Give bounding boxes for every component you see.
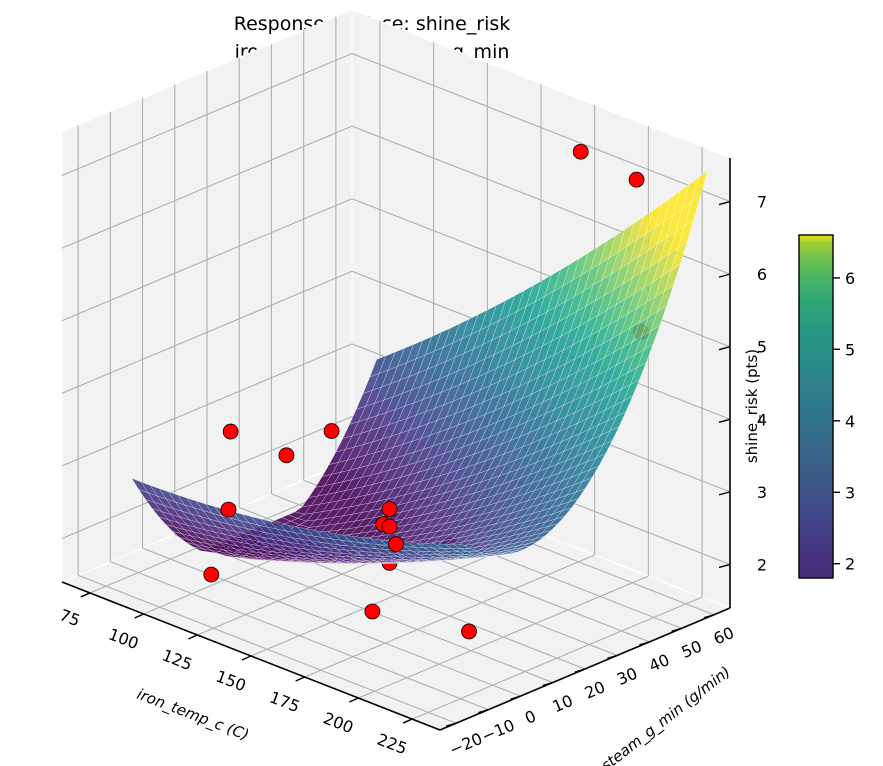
scatter-point (461, 623, 477, 640)
scatter-point (381, 518, 398, 535)
z-tick-label: 5 (757, 338, 767, 357)
colorbar-tick-label: 4 (845, 412, 855, 431)
grid-line (304, 554, 595, 678)
colorbar-tick-label: 5 (845, 340, 855, 359)
scatter-point (381, 501, 398, 518)
colorbar: 6 5 4 3 2 shine_risk (pts) (743, 234, 855, 579)
y-tick (639, 641, 650, 646)
y-tick (478, 708, 489, 714)
z-tick (718, 491, 731, 496)
colorbar-gradient (798, 234, 834, 579)
z-tick-label: 6 (757, 265, 767, 284)
scatter-point (220, 501, 237, 518)
z-tick (718, 200, 731, 206)
x-tick (80, 592, 91, 598)
y-tick-label: 50 (678, 637, 704, 662)
x-tick (349, 697, 359, 703)
y-tick (542, 681, 553, 687)
z-tick-label: 2 (757, 556, 767, 575)
y-tick (445, 722, 457, 727)
grid-lines (61, 16, 731, 724)
x-tick (402, 718, 413, 724)
scatter-point (628, 171, 645, 188)
y-tick-label: 10 (550, 691, 576, 716)
z-tick (718, 418, 731, 423)
response-surface (131, 170, 708, 565)
y-tick-label: 40 (646, 650, 672, 675)
z-tick (718, 273, 731, 278)
y-tick-label: 20 (582, 677, 608, 702)
y-tick (671, 627, 682, 633)
y-tick-label: 30 (614, 664, 640, 689)
z-tick-label: 4 (757, 410, 767, 429)
x-axis-label: iron_temp_c (C) (134, 685, 251, 745)
y-tick (510, 695, 521, 700)
y-tick (703, 614, 715, 619)
x-tick (241, 655, 252, 661)
z-tick-label: 7 (757, 193, 767, 212)
colorbar-tick-label: 6 (845, 269, 855, 288)
y-tick (574, 668, 586, 673)
scatter-point (572, 143, 589, 160)
scatter-point (323, 423, 340, 439)
colorbar-label: shine_risk (pts) (743, 349, 762, 463)
scatter-observed-front (203, 143, 645, 583)
surface-facet (131, 477, 149, 494)
scatter-point (278, 447, 295, 464)
scatter-point (222, 423, 239, 440)
x-tick-label: 75 (57, 605, 83, 630)
y-tick-label: −10 (479, 715, 518, 746)
x-tick-label: 175 (267, 688, 302, 717)
grid-line (411, 596, 703, 720)
x-tick (295, 676, 305, 682)
colorbar-tick-label: 3 (845, 483, 855, 502)
x-tick-label: 200 (321, 709, 356, 738)
x-tick (188, 634, 198, 640)
y-tick-label: 60 (711, 623, 737, 648)
x-tick-label: 100 (106, 625, 141, 654)
y-tick (607, 654, 618, 660)
z-tick-label: 3 (757, 483, 767, 502)
scatter-point (203, 566, 220, 583)
y-tick-label: 0 (522, 706, 539, 727)
z-tick (718, 346, 731, 351)
z-tick (718, 563, 731, 569)
x-tick (134, 613, 144, 619)
colorbar-tick-label: 2 (845, 555, 855, 574)
scatter-point (388, 536, 404, 553)
colorbar-ticks: 6 5 4 3 2 (833, 269, 855, 574)
x-tick-label: 225 (374, 730, 409, 759)
x-tick-label: 125 (160, 646, 195, 675)
grid-line (358, 575, 649, 699)
scatter-point (364, 603, 381, 620)
y-tick-label: −20 (447, 729, 486, 760)
x-tick-label: 150 (213, 667, 248, 696)
